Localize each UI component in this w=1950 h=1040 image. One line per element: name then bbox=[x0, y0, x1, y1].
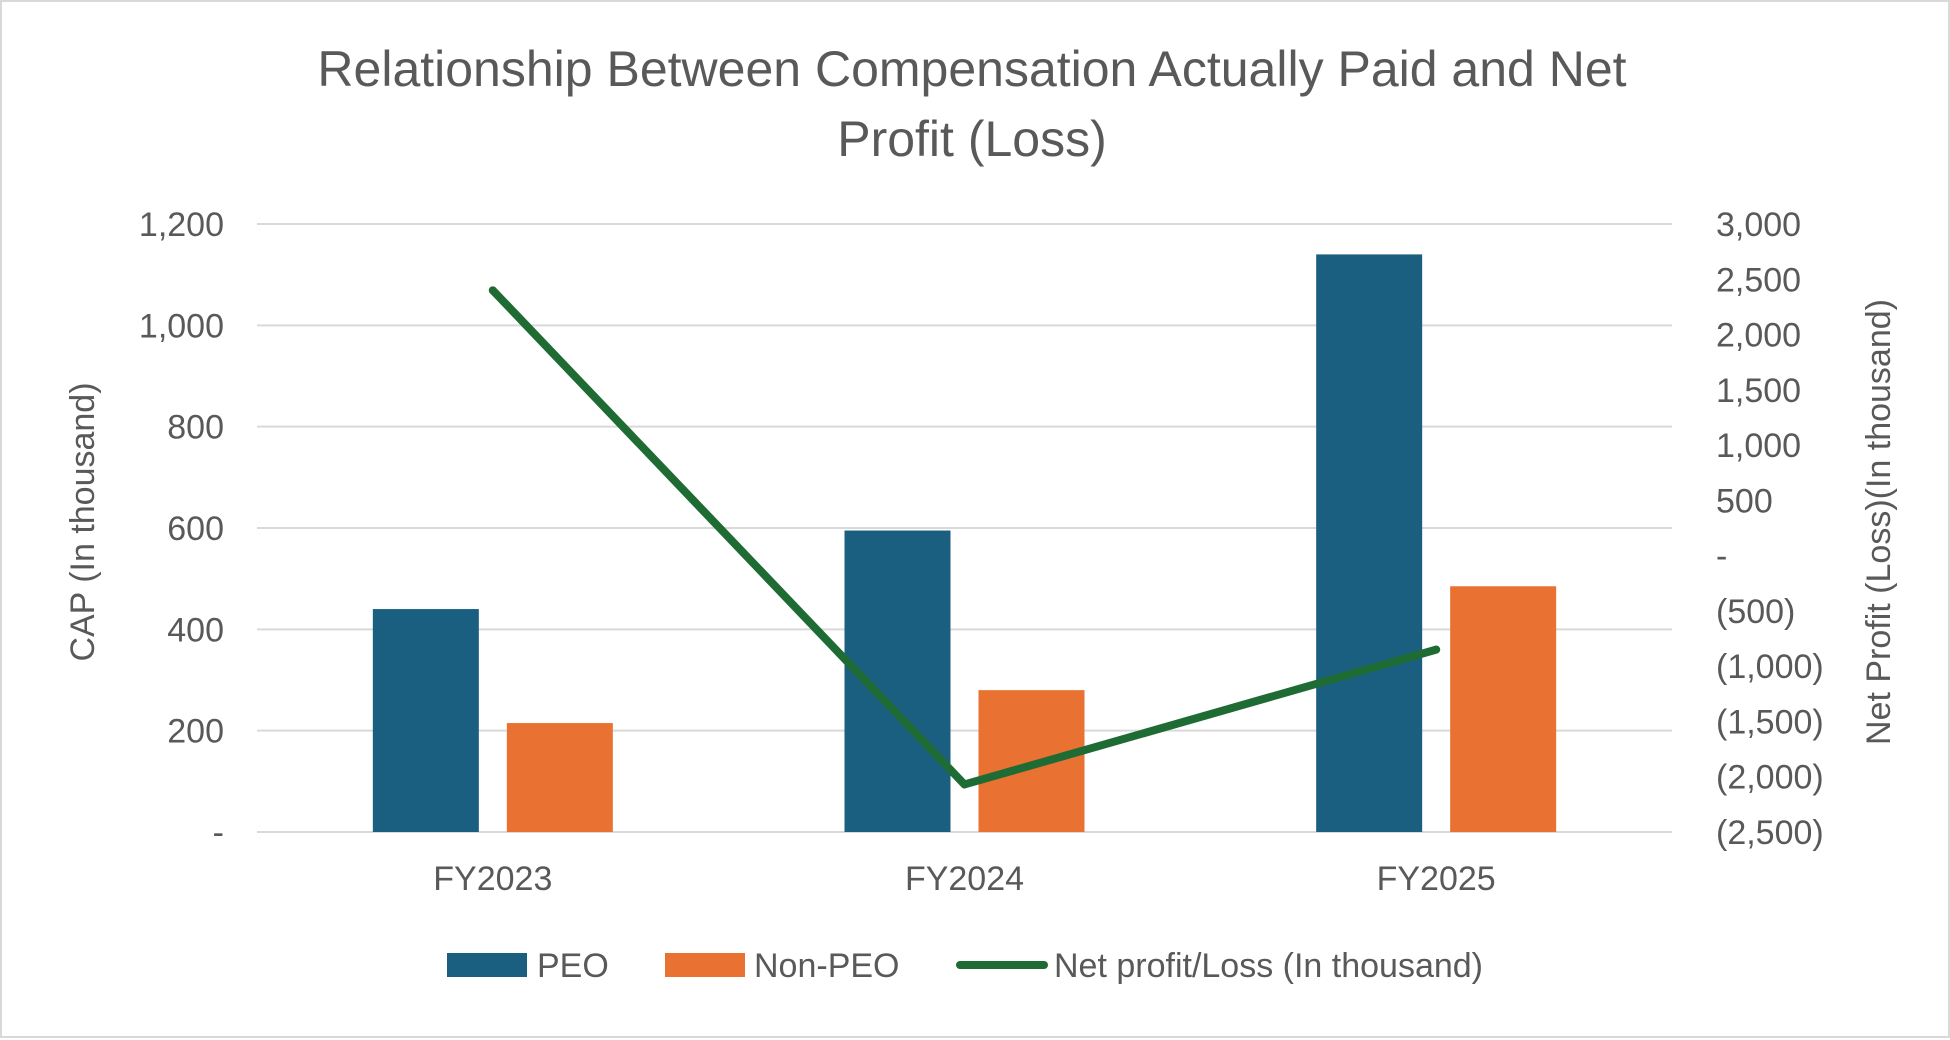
x-tick-label: FY2023 bbox=[433, 860, 552, 898]
left-axis-label: CAP (In thousand) bbox=[64, 382, 102, 661]
x-tick-label: FY2025 bbox=[1377, 860, 1496, 898]
legend-swatch-1 bbox=[665, 953, 745, 977]
net-profit-point bbox=[1432, 645, 1441, 654]
chart-title-line-2: Profit (Loss) bbox=[837, 111, 1107, 167]
right-axis-ticks: (2,500) (2,000) (1,500) (1,000) (500) - 500 1,0… bbox=[1716, 206, 1824, 852]
right-tick-label: 1,000 bbox=[1716, 427, 1801, 465]
chart-title: Relationship Between Compensation Actual… bbox=[317, 41, 1626, 167]
net-profit-line bbox=[488, 286, 1441, 789]
bar-series bbox=[372, 254, 1557, 832]
gridlines bbox=[257, 223, 1672, 833]
bar-non-peo-fy2023 bbox=[506, 723, 613, 832]
right-tick-label: 3,000 bbox=[1716, 206, 1801, 244]
left-tick-label: 800 bbox=[167, 409, 224, 447]
bar-non-peo-fy2025 bbox=[1450, 586, 1557, 832]
x-axis-ticks: FY2023 FY2024 FY2025 bbox=[433, 860, 1495, 898]
legend-label-0: PEO bbox=[537, 947, 609, 985]
chart-title-line-1: Relationship Between Compensation Actual… bbox=[317, 41, 1626, 97]
right-tick-label: (1,500) bbox=[1716, 703, 1824, 741]
right-tick-label: 500 bbox=[1716, 482, 1773, 520]
line-series bbox=[488, 286, 1441, 789]
bar-non-peo-fy2024 bbox=[978, 690, 1085, 832]
right-tick-label: 2,000 bbox=[1716, 317, 1801, 355]
right-tick-label: (2,000) bbox=[1716, 759, 1824, 797]
left-axis-ticks: - 200 400 600 800 1,000 1,200 bbox=[139, 206, 224, 852]
legend: PEO Non-PEO Net profit/Loss (In thousand) bbox=[447, 947, 1483, 985]
bar-peo-fy2024 bbox=[844, 530, 951, 832]
right-tick-label: (1,000) bbox=[1716, 648, 1824, 686]
left-tick-label: 600 bbox=[167, 510, 224, 548]
right-tick-label: (500) bbox=[1716, 593, 1795, 631]
right-tick-label: (2,500) bbox=[1716, 814, 1824, 852]
left-tick-label: 1,000 bbox=[139, 307, 224, 345]
bar-peo-fy2025 bbox=[1316, 254, 1423, 832]
x-tick-label: FY2024 bbox=[905, 860, 1024, 898]
left-tick-label: - bbox=[213, 814, 224, 852]
right-axis-label: Net Profit (Loss)(In thousand) bbox=[1860, 299, 1898, 745]
right-tick-label: 1,500 bbox=[1716, 372, 1801, 410]
bar-peo-fy2023 bbox=[372, 609, 479, 832]
legend-label-1: Non-PEO bbox=[754, 947, 900, 985]
right-tick-label: - bbox=[1716, 538, 1727, 576]
left-tick-label: 400 bbox=[167, 611, 224, 649]
left-tick-label: 1,200 bbox=[139, 206, 224, 244]
right-tick-label: 2,500 bbox=[1716, 261, 1801, 299]
legend-swatch-0 bbox=[447, 953, 527, 977]
left-tick-label: 200 bbox=[167, 713, 224, 751]
net-profit-point bbox=[488, 286, 497, 295]
net-profit-point bbox=[960, 780, 969, 789]
legend-label-2: Net profit/Loss (In thousand) bbox=[1054, 947, 1483, 985]
